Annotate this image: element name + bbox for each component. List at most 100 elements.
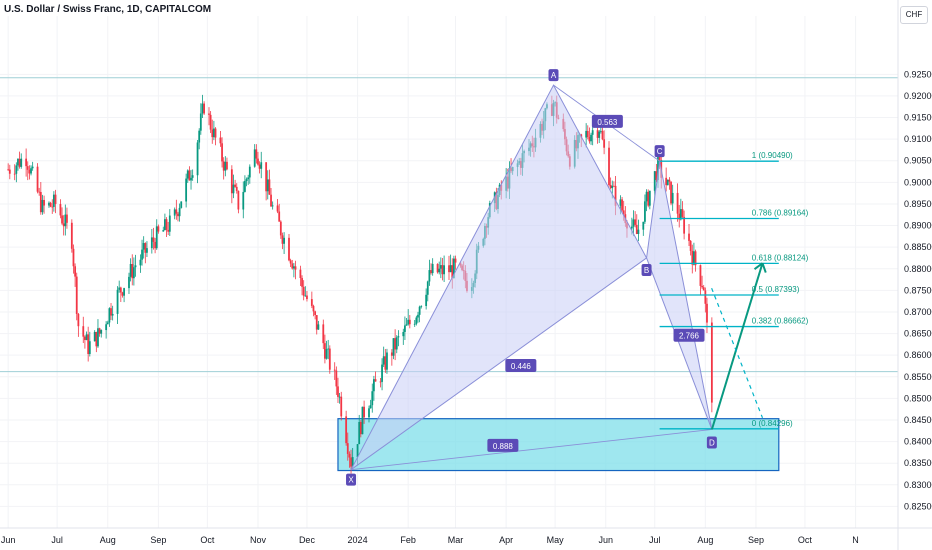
currency-button[interactable]: CHF <box>900 6 928 24</box>
projection-arrow-head <box>761 262 767 273</box>
candle-body <box>608 147 610 185</box>
candle-body <box>77 313 80 327</box>
x-axis: Jun Jul Aug Sep Oct Nov Dec 2024 Feb Mar Apr May Jun… <box>0 527 932 545</box>
candle-body <box>348 453 351 458</box>
candle-body <box>110 308 112 316</box>
candle-body <box>142 243 145 250</box>
x-tick-label: 2024 <box>348 535 368 545</box>
candle-body <box>430 270 432 274</box>
pattern-point-marker <box>548 69 559 82</box>
candle-body <box>648 190 651 206</box>
support-zone-rect <box>337 418 780 472</box>
candle-body <box>222 161 225 171</box>
candle-body <box>436 263 439 273</box>
candle-body <box>131 263 134 279</box>
candle-body <box>157 226 160 232</box>
projection-arrow-head <box>753 262 764 270</box>
candle-body <box>379 381 382 383</box>
candle-body <box>681 209 684 217</box>
candle-body <box>82 326 85 337</box>
candle-body <box>278 211 281 222</box>
candle-body <box>657 154 659 181</box>
x-tick-label: Oct <box>798 535 813 545</box>
candle-body <box>586 130 589 137</box>
candle-body <box>292 266 295 269</box>
candle-body <box>219 137 222 144</box>
candle-body <box>291 263 294 269</box>
candle-body <box>668 179 671 182</box>
candle-body <box>144 243 147 253</box>
candle-body <box>123 288 125 296</box>
candle-body <box>17 158 19 166</box>
candle-body <box>150 237 153 249</box>
x-tick-label: Aug <box>100 535 116 545</box>
candle-body <box>386 352 388 370</box>
ratio-badge <box>505 358 537 372</box>
candle-body <box>244 181 246 192</box>
candle-body <box>258 164 261 169</box>
candle-body <box>327 348 330 350</box>
pattern-point-label: A <box>551 71 557 80</box>
candle-body <box>242 191 245 210</box>
x-tick-label: Jul <box>51 535 63 545</box>
ratio-label: 2.766 <box>679 332 700 341</box>
candle-body <box>234 184 237 187</box>
candle-body <box>162 230 165 232</box>
ratio-label: 0.563 <box>597 118 618 127</box>
candle-body <box>177 213 179 217</box>
candle-body <box>100 330 103 334</box>
candle-body <box>25 158 28 167</box>
pattern-point-marker <box>654 145 665 158</box>
candle-body <box>70 222 73 249</box>
projection-arrow <box>710 262 767 430</box>
candle-body <box>230 169 233 194</box>
candle-body <box>279 221 282 236</box>
candle-body <box>404 325 406 332</box>
candle-body <box>392 338 395 356</box>
candle-body <box>61 215 63 224</box>
candle-body <box>315 315 318 330</box>
candle-body <box>310 299 313 306</box>
candle-body <box>358 422 361 445</box>
candle-body <box>39 192 42 213</box>
candle-body <box>304 295 307 297</box>
candle-body <box>116 289 119 314</box>
candle-body <box>119 287 122 293</box>
candle-body <box>601 130 604 140</box>
candle-body <box>191 175 194 178</box>
candle-body <box>75 276 78 314</box>
candle-body <box>214 128 217 138</box>
candle-body <box>381 364 383 382</box>
candle-body <box>443 265 446 275</box>
candle-body <box>337 386 339 397</box>
candle-body <box>671 192 674 204</box>
fib-level-label: 0.786 (0.89164) <box>752 208 809 217</box>
candle-body <box>609 184 612 189</box>
candle-body <box>324 343 326 359</box>
pattern-point-marker <box>641 263 652 276</box>
candle-body <box>335 370 338 387</box>
candle-body <box>49 202 52 207</box>
candle-body <box>596 130 599 138</box>
candle-body <box>64 214 67 227</box>
candle-body <box>408 319 411 325</box>
candle-body <box>611 185 614 189</box>
x-tick-label: Jun <box>598 535 613 545</box>
candle-body <box>454 258 457 263</box>
pattern-triangle-xab <box>350 84 648 471</box>
pattern-point-label: D <box>709 438 715 447</box>
candle-body <box>676 192 679 214</box>
candle-body <box>301 278 303 287</box>
candle-body <box>48 202 50 206</box>
candle-body <box>322 324 325 344</box>
pattern-point-marker <box>346 473 357 486</box>
x-tick-label: Aug <box>697 535 713 545</box>
candle-body <box>644 201 646 222</box>
